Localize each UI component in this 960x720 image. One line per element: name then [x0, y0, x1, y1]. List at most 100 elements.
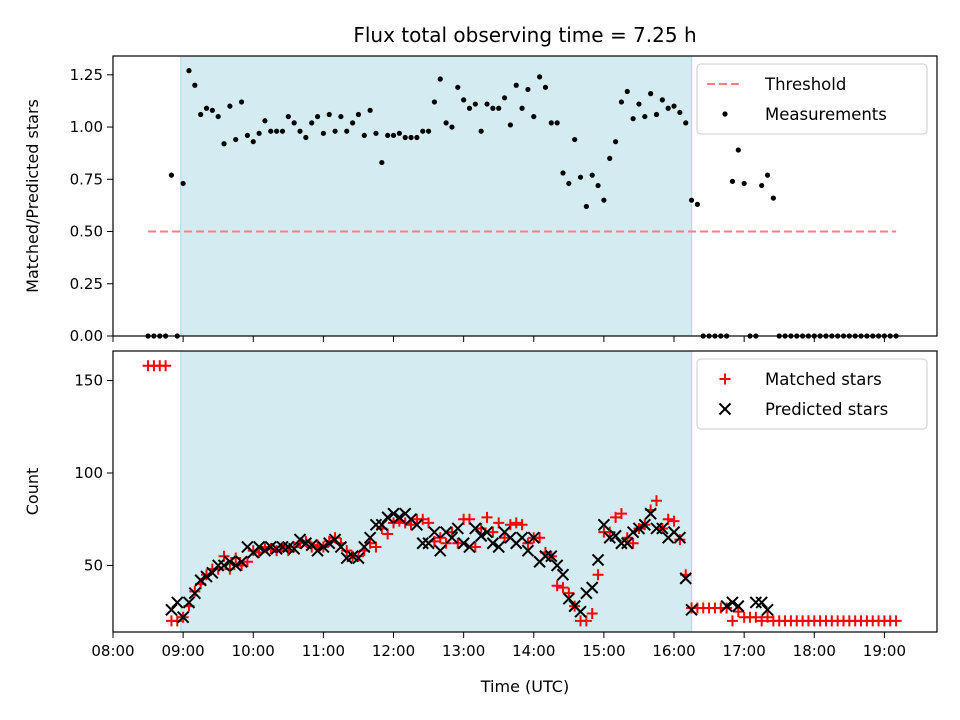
matched-star-marker: [610, 511, 622, 523]
matched-star-marker: [224, 563, 236, 575]
measurement-point: [361, 132, 367, 139]
matched-star-marker: [463, 513, 475, 525]
predicted-star-marker: [229, 559, 242, 572]
predicted-star-marker: [463, 540, 476, 554]
predicted-star-marker: [609, 529, 622, 543]
measurement-point: [589, 172, 595, 178]
matched-star-marker: [586, 608, 598, 620]
measurement-point: [548, 120, 554, 126]
measurement-point: [227, 103, 233, 109]
measurement-point: [630, 116, 636, 122]
x-tick-label: 12:00: [372, 642, 415, 660]
matched-star-marker: [604, 526, 616, 538]
measurement-point: [244, 132, 251, 139]
matched-star-marker: [440, 537, 452, 549]
matched-star-marker: [890, 615, 902, 627]
matched-star-marker: [247, 545, 259, 557]
measurement-point: [233, 136, 239, 143]
y-tick-label: 1.25: [70, 66, 103, 84]
predicted-star-marker: [311, 544, 324, 557]
x-tick-label: 14:00: [512, 642, 555, 660]
matched-star-marker: [650, 495, 662, 507]
predicted-star-marker: [317, 540, 330, 554]
predicted-star-marker: [685, 603, 698, 617]
predicted-star-marker: [550, 559, 564, 572]
measurement-point: [373, 130, 379, 136]
measurement-point: [624, 88, 630, 95]
predicted-star-marker: [638, 518, 652, 531]
matched-star-marker: [615, 508, 627, 520]
predicted-star-marker: [591, 553, 605, 567]
measurement-point: [274, 128, 280, 134]
plot-frame: [112, 350, 938, 633]
predicted-star-marker: [720, 599, 733, 613]
x-tick-label: 19:00: [863, 642, 906, 660]
matched-star-marker: [627, 537, 639, 549]
measurement-point: [203, 105, 210, 111]
predicted-star-marker: [323, 537, 336, 550]
predicted-star-marker: [644, 507, 657, 520]
measurement-point: [431, 99, 438, 105]
measurement-point: [303, 134, 309, 141]
predicted-star-marker: [200, 570, 213, 583]
measurement-point: [238, 99, 245, 105]
measurement-point: [285, 113, 291, 120]
measurement-point: [221, 141, 227, 147]
measurement-point: [168, 172, 175, 178]
matched-star-marker: [534, 532, 546, 544]
predicted-star-marker: [363, 531, 377, 544]
predicted-star-marker: [615, 537, 628, 550]
predicted-star-marker: [585, 581, 599, 594]
matched-star-marker: [329, 532, 341, 544]
matched-star-marker: [446, 526, 458, 538]
matched-star-marker: [423, 517, 435, 529]
measurement-point: [268, 128, 274, 134]
y-tick-label: 0.00: [70, 327, 103, 345]
legend-matched-swatch: [719, 373, 731, 385]
y-tick-label: 150: [74, 372, 103, 390]
matched-star-marker: [469, 541, 481, 553]
predicted-star-marker: [469, 522, 482, 535]
measurement-point: [455, 84, 461, 90]
measurement-point: [466, 105, 473, 111]
predicted-star-marker: [451, 522, 465, 535]
measurement-point: [612, 139, 619, 145]
predicted-star-marker: [393, 511, 406, 524]
predicted-star-marker: [515, 531, 529, 544]
measurement-point: [519, 105, 525, 111]
predicted-star-marker: [287, 542, 301, 556]
measurement-point: [198, 111, 204, 118]
measurement-point: [554, 120, 560, 126]
predicted-star-marker: [749, 596, 763, 609]
measurement-point: [309, 120, 315, 126]
measurement-point: [320, 130, 326, 136]
measurement-point: [279, 128, 286, 134]
predicted-star-marker: [223, 555, 237, 568]
predicted-star-marker: [211, 559, 225, 572]
measurement-point: [344, 128, 350, 134]
predicted-star-marker: [621, 537, 634, 550]
y-tick-label: 0.25: [70, 275, 103, 293]
legend-predicted-swatch: [718, 402, 732, 416]
matched-star-marker: [756, 615, 768, 627]
measurement-point: [618, 99, 625, 105]
matched-star-marker: [557, 582, 569, 594]
predicted-star-marker: [416, 537, 429, 550]
matched-star-marker: [434, 532, 446, 544]
legend-entry-label: Matched stars: [765, 370, 882, 389]
measurement-point: [566, 180, 572, 187]
x-tick-label: 17:00: [723, 642, 766, 660]
x-tick-label: 13:00: [442, 642, 485, 660]
predicted-star-marker: [410, 518, 424, 531]
legend-measurement-swatch: [722, 111, 728, 117]
measurement-point: [665, 105, 671, 111]
measurement-point: [414, 134, 420, 141]
measurement-point: [443, 120, 449, 126]
measurement-point: [659, 97, 665, 103]
matched-star-marker: [732, 606, 744, 618]
measurement-point: [461, 97, 467, 103]
predicted-star-marker: [632, 522, 646, 535]
legend-box: [696, 63, 928, 135]
measurement-point: [350, 120, 356, 126]
